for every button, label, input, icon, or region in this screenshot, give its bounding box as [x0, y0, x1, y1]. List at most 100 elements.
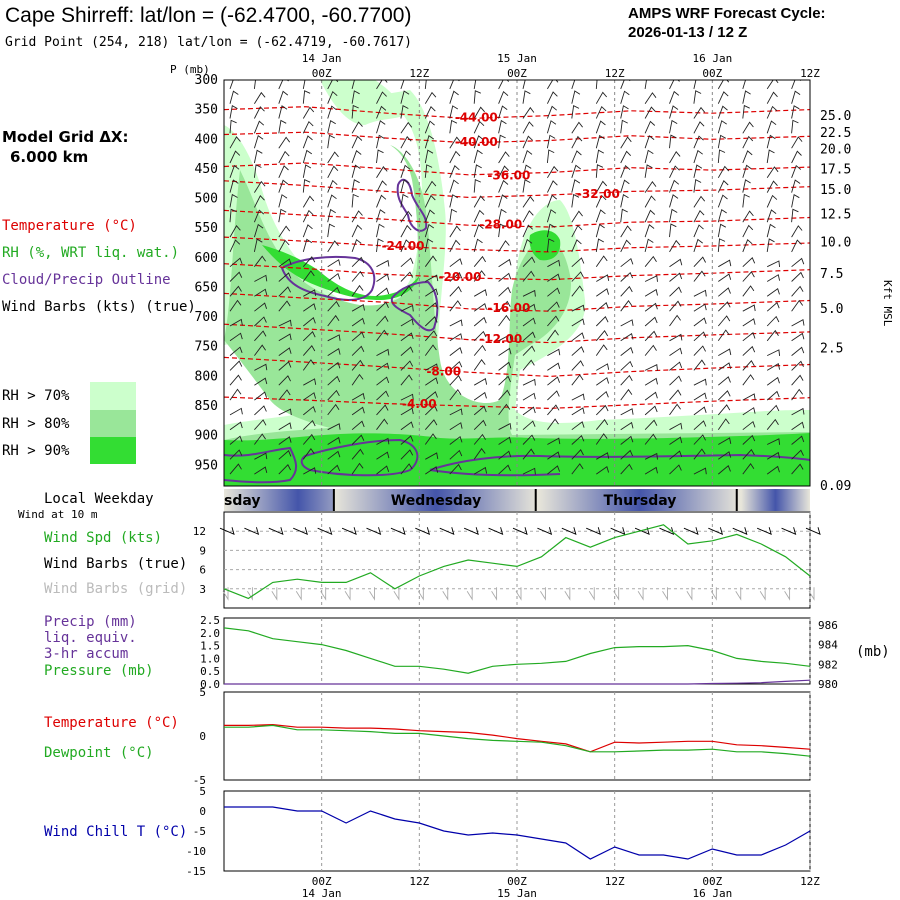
- wind-barb: [473, 316, 487, 327]
- wind-barb: [717, 315, 731, 327]
- wind-barb: [766, 376, 780, 386]
- wind-barb: [644, 149, 654, 164]
- legend-cloud-outline: Cloud/Precip Outline: [2, 272, 171, 288]
- wind-barb: [278, 464, 292, 475]
- wind-barb: [424, 344, 437, 356]
- rh90-label: RH > 90%: [2, 443, 70, 459]
- wind-barb: [400, 193, 409, 208]
- wind-barb: [766, 180, 778, 193]
- wind-barb: [742, 271, 755, 282]
- wind-barb: [424, 91, 437, 104]
- wind-barb: [449, 119, 458, 134]
- wind-barb: [473, 447, 486, 460]
- wind-barb: [718, 273, 732, 282]
- pressure-tick-label: 850: [195, 399, 218, 414]
- wind-barb: [302, 256, 316, 267]
- surface-wind-barb: [781, 527, 797, 535]
- wind-barb: [254, 363, 268, 371]
- wind-barb: [302, 195, 315, 208]
- isotherm-lines: [224, 106, 810, 410]
- isotherm-label: -12.00: [479, 332, 522, 346]
- wind-barb: [351, 90, 360, 104]
- pressure-tick-label: 450: [195, 162, 218, 177]
- pressure-tick-label: 984: [818, 639, 838, 652]
- wind-barb: [669, 239, 681, 253]
- wind-barb: [400, 136, 412, 149]
- wind-barb: [254, 316, 267, 327]
- wind-barb: [669, 286, 682, 297]
- wind-barb: [302, 106, 315, 119]
- grid-wind-barb: [735, 587, 742, 601]
- surface-wind-barb: [708, 527, 724, 535]
- wind-barb: [254, 180, 266, 193]
- wind-barb: [595, 180, 608, 193]
- wind-barb: [717, 194, 728, 208]
- wind-barb: [473, 330, 487, 342]
- wind-barb: [644, 391, 658, 401]
- wind-barb: [498, 464, 511, 475]
- wind-barb: [376, 404, 389, 416]
- wind-tick-label: 12: [193, 525, 206, 538]
- wind-barb: [229, 193, 238, 208]
- wind-barb: [547, 301, 560, 312]
- wind-barb: [351, 121, 363, 134]
- wind-barb: [302, 164, 312, 178]
- wind-barb: [522, 256, 536, 268]
- wind-barb: [449, 374, 462, 386]
- top-time-tick-label: 00Z: [312, 67, 332, 80]
- wind-barb: [449, 239, 461, 253]
- wind-barb: [742, 179, 751, 193]
- wind-barb: [473, 419, 487, 431]
- wind-barb: [693, 406, 707, 416]
- grid-wind-barb: [540, 587, 546, 601]
- wind-barb: [547, 259, 561, 268]
- legend-wind-barbs: Wind Barbs (kts) (true): [2, 299, 196, 315]
- wind-speed-line: [223, 524, 811, 600]
- wind-barb: [816, 406, 828, 415]
- wind-barb: [376, 149, 384, 164]
- wind-barb: [620, 150, 632, 164]
- wind-barb: [327, 259, 341, 268]
- wind-barb: [644, 135, 655, 149]
- wind-barb: [644, 330, 658, 342]
- wind-barb: [473, 377, 488, 386]
- wind-barb: [498, 403, 511, 416]
- wind-barb: [669, 165, 680, 178]
- wind-barb: [376, 418, 389, 430]
- wind-barb: [254, 274, 268, 282]
- wind-barb: [327, 314, 340, 327]
- wind-barb: [278, 347, 292, 356]
- wind-barb: [400, 318, 414, 327]
- wind-barb: [522, 149, 533, 164]
- wind-barb: [547, 362, 561, 371]
- wind-barb: [595, 105, 607, 119]
- wind-barb: [351, 238, 362, 253]
- wind-barb: [253, 238, 263, 252]
- precip-tick-label: 0.5: [200, 665, 220, 678]
- wind-barb: [522, 164, 532, 178]
- precip-label-liq: liq. equiv.: [44, 630, 137, 646]
- pressure-tick-label: 700: [195, 310, 218, 325]
- wind-barb: [229, 374, 242, 386]
- wind-barb: [595, 149, 605, 164]
- wind-barb: [254, 330, 267, 342]
- wind-barb: [522, 392, 536, 401]
- wind-barb: [742, 374, 755, 386]
- wind-barb: [816, 434, 827, 444]
- wind-barb: [669, 90, 680, 104]
- wind-barb: [327, 272, 341, 282]
- wind-barb: [327, 334, 341, 342]
- wind-barb: [351, 224, 363, 238]
- wind-barb: [620, 388, 633, 401]
- wind-barb: [449, 258, 463, 268]
- isotherm-label: -4.00: [402, 397, 437, 411]
- wind-barb: [816, 365, 828, 371]
- wind-barb: [302, 331, 316, 342]
- wind-barb: [449, 422, 463, 431]
- height-tick-label: 2.5: [820, 341, 843, 356]
- surface-wind-barb: [293, 527, 308, 535]
- day-label-thursday: Thursday: [604, 493, 677, 509]
- wind-barb: [669, 258, 683, 268]
- wind-barb: [571, 193, 580, 208]
- rh80-label: RH > 80%: [2, 416, 70, 432]
